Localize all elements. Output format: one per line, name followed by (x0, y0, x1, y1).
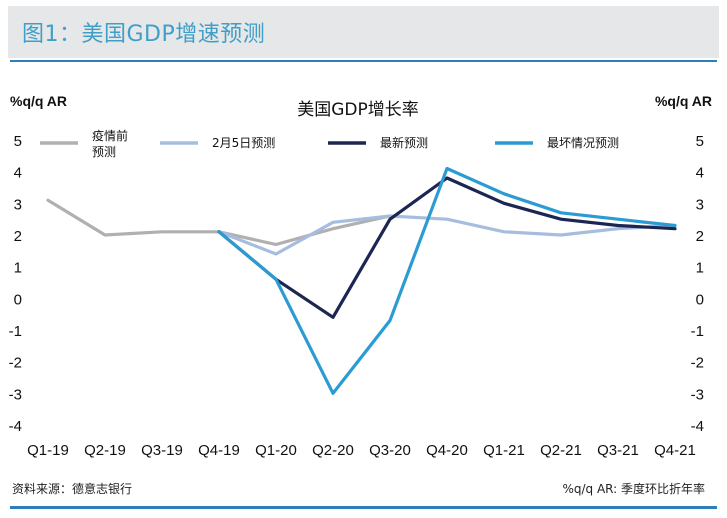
x-tick-label: Q4-21 (654, 442, 696, 459)
x-tick-label: Q2-20 (312, 442, 354, 459)
x-tick-label: Q2-19 (84, 442, 126, 459)
y-tick-label-left: 0 (14, 291, 22, 308)
x-tick-label: Q1-19 (27, 442, 69, 459)
legend-label-0: 疫情前 (92, 128, 128, 143)
legend-label-0-line2: 预测 (92, 145, 116, 159)
x-tick-label: Q4-20 (426, 442, 468, 459)
figure-title: 图1：美国GDP增速预测 (22, 22, 266, 47)
y-axis-label-right: %q/q AR (655, 93, 712, 109)
x-tick-label: Q3-20 (369, 442, 411, 459)
series-line-3 (217, 166, 677, 395)
series-line-1 (217, 214, 677, 256)
y-tick-label-right: 3 (696, 196, 704, 213)
legend-label-1: 2月5日预测 (212, 136, 275, 150)
chart-title: 美国GDP增长率 (297, 100, 419, 120)
legend-label-3: 最坏情况预测 (547, 136, 619, 150)
series-layer (46, 166, 677, 395)
y-tick-label-left: -2 (9, 355, 22, 372)
bottom-divider (10, 506, 717, 509)
y-tick-label-left: 5 (14, 133, 22, 150)
y-axis-label-left: %q/q AR (10, 93, 67, 109)
y-tick-label-right: 1 (696, 260, 704, 277)
x-tick-label: Q3-21 (597, 442, 639, 459)
y-tick-label-left: -1 (9, 323, 22, 340)
x-tick-label: Q1-21 (483, 442, 525, 459)
x-tick-label: Q3-19 (141, 442, 183, 459)
y-tick-label-right: -4 (691, 418, 704, 435)
x-tick-label: Q2-21 (540, 442, 582, 459)
header-bar: 图1：美国GDP增速预测 (8, 6, 719, 58)
y-tick-label-right: -1 (691, 323, 704, 340)
x-tick-label: Q4-19 (198, 442, 240, 459)
y-tick-label-right: -3 (691, 386, 704, 403)
y-tick-label-left: 3 (14, 196, 22, 213)
y-tick-label-left: -3 (9, 386, 22, 403)
source-note: 资料来源：德意志银行 (12, 482, 133, 496)
axes: 5 5 4 4 3 3 2 2 1 1 0 0 -1 -1 -2 -2 -3 -3 -4 -4 Q1-19 Q2-19 Q3… (9, 133, 704, 459)
legend-label-2: 最新预测 (380, 135, 428, 150)
y-tick-label-left: 2 (14, 228, 22, 245)
unit-note: %q/q AR: 季度环比折年率 (562, 482, 705, 496)
y-tick-label-left: -4 (9, 418, 22, 435)
y-tick-label-right: 2 (696, 228, 704, 245)
y-tick-label-right: 5 (696, 133, 704, 150)
y-tick-label-right: 0 (696, 291, 704, 308)
y-tick-label-left: 4 (14, 165, 22, 182)
y-tick-label-left: 1 (14, 260, 22, 277)
y-tick-label-right: 4 (696, 165, 704, 182)
y-tick-label-right: -2 (691, 355, 704, 372)
x-tick-label: Q1-20 (255, 442, 297, 459)
header-divider (10, 60, 717, 62)
series-line-2 (217, 176, 677, 319)
